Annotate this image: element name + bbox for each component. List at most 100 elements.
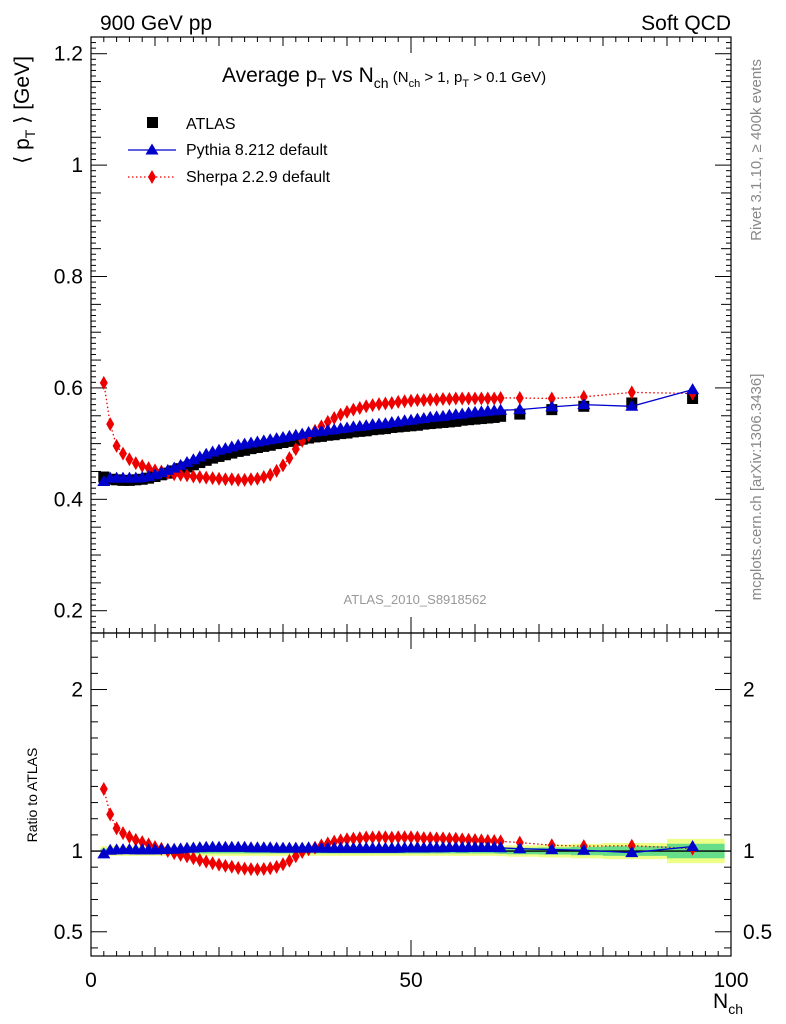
data-point-diamond: [336, 833, 345, 848]
data-point-diamond: [343, 404, 351, 419]
main-panel: 0.2 0.4 0.6 0.8 1 1.2 Average pT vs Nch (Nch …: [11, 36, 732, 634]
data-point-diamond: [195, 853, 204, 868]
data-point-square: [194, 457, 206, 469]
ratio-panel-frame: [90, 632, 732, 957]
data-point-diamond: [291, 442, 300, 457]
main-y-ticks: 0.2 0.4 0.6 0.8 1 1.2: [54, 36, 731, 634]
data-point-square: [239, 444, 251, 456]
ratio-y-ticks: 0.5 0.5 1 1 2 2: [54, 640, 772, 949]
data-point-diamond: [496, 390, 505, 405]
y-tick-label-right: 0.5: [743, 921, 772, 944]
data-point-diamond: [375, 830, 383, 845]
data-point-diamond: [266, 467, 275, 482]
data-point-triangle: [186, 453, 200, 465]
data-point-triangle: [625, 846, 639, 858]
data-point-diamond: [400, 830, 409, 845]
data-point-diamond: [464, 391, 473, 406]
data-point-triangle: [577, 843, 591, 855]
data-point-diamond: [240, 861, 249, 876]
data-point-diamond: [215, 471, 223, 486]
data-point-triangle: [577, 398, 591, 410]
data-point-diamond: [202, 854, 211, 869]
data-point-diamond: [458, 832, 467, 847]
data-point-square: [335, 428, 347, 440]
y-tick-label: 2: [71, 679, 83, 702]
y-tick-label: 0.6: [54, 377, 83, 400]
data-point-triangle: [180, 456, 194, 468]
data-point-diamond: [368, 398, 377, 413]
legend-marker-diamond: [148, 170, 156, 184]
data-point-square: [207, 452, 219, 464]
data-point-diamond: [471, 391, 479, 406]
data-point-diamond: [131, 832, 140, 847]
data-point-square: [443, 416, 455, 428]
data-point-triangle: [513, 842, 527, 854]
y-tick-label: 0.4: [54, 488, 84, 511]
data-point-diamond: [291, 849, 300, 864]
title-part: (N: [389, 69, 409, 86]
data-point-diamond: [349, 831, 358, 846]
data-point-diamond: [451, 391, 460, 406]
data-point-diamond: [285, 451, 294, 466]
x-tick-label: 50: [399, 969, 422, 992]
data-point-square: [200, 454, 212, 466]
data-point-triangle: [494, 403, 508, 415]
data-point-diamond: [439, 392, 447, 407]
y-tick-label-right: 1: [743, 840, 755, 863]
data-point-diamond: [381, 830, 390, 845]
data-point-diamond: [240, 472, 249, 487]
data-point-diamond: [451, 831, 460, 846]
data-point-diamond: [362, 399, 371, 414]
legend-label: Pythia 8.212 default: [186, 142, 328, 159]
data-point-square: [488, 411, 500, 423]
xlabel-sub: ch: [728, 1001, 743, 1017]
data-point-square: [187, 459, 199, 471]
analysis-id: ATLAS_2010_S8918562: [344, 592, 487, 607]
data-point-square: [322, 429, 334, 441]
data-point-diamond: [355, 831, 364, 846]
data-point-diamond: [547, 391, 556, 406]
data-point-diamond: [413, 393, 422, 408]
data-point-diamond: [330, 410, 339, 425]
rivet-label: Rivet 3.1.10, ≥ 400k events: [748, 59, 765, 241]
data-point-diamond: [221, 472, 230, 487]
data-point-diamond: [208, 471, 217, 486]
data-point-square: [347, 426, 359, 438]
data-point-diamond: [413, 830, 422, 845]
data-point-triangle: [513, 403, 527, 415]
data-point-diamond: [426, 392, 435, 407]
title-part: > 1, p: [420, 69, 462, 86]
data-point-diamond: [445, 831, 454, 846]
y-tick-label-right: 2: [743, 679, 755, 702]
data-point-diamond: [394, 394, 403, 409]
title-sub: ch: [409, 78, 421, 90]
data-point-diamond: [183, 468, 191, 483]
data-point-square: [482, 412, 494, 424]
energy-label: 900 GeV pp: [100, 12, 212, 35]
legend-marker-square: [147, 117, 158, 128]
data-point-diamond: [439, 831, 447, 846]
legend: ATLAS Pythia 8.212 default Sherpa 2.2.9 …: [128, 116, 331, 186]
y-tick-label: 0.2: [54, 600, 83, 623]
data-point-diamond: [483, 833, 492, 848]
data-point-diamond: [432, 392, 441, 407]
data-point-diamond: [387, 395, 396, 410]
data-point-diamond: [490, 391, 499, 406]
y-tick-label: 0.8: [54, 266, 83, 289]
data-point-diamond: [253, 471, 262, 486]
data-point-diamond: [477, 833, 486, 848]
data-point-triangle: [97, 847, 111, 859]
data-point-triangle: [686, 383, 700, 395]
data-point-diamond: [407, 830, 415, 845]
data-point-diamond: [419, 831, 428, 846]
data-point-triangle: [545, 843, 559, 855]
data-point-diamond: [515, 390, 524, 405]
mcplots-label: mcplots.cern.ch [arXiv:1306.3436]: [748, 374, 765, 601]
data-point-diamond: [119, 446, 127, 461]
data-point-diamond: [106, 417, 115, 432]
data-point-triangle: [167, 461, 181, 473]
data-point-diamond: [330, 834, 339, 849]
data-point-diamond: [579, 389, 588, 404]
data-point-triangle: [686, 840, 700, 852]
